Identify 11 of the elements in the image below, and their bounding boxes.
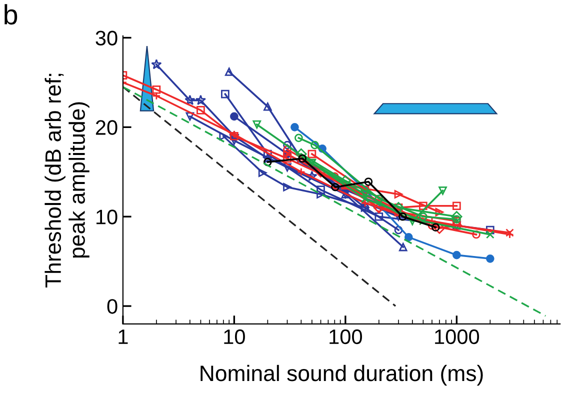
x-axis-title: Nominal sound duration (ms) [200,364,483,386]
y-tick-label: 30 [96,30,118,46]
x-tick-label: 10 [224,329,245,344]
x-tick-label: 100 [330,329,362,344]
y-tick-label: 0 [107,299,118,314]
x-tick-label: 1000 [435,329,480,344]
y-axis-title: Threshold (dB arb ref; peak amplitude) [44,74,90,288]
chart-title: b [4,4,18,25]
y-tick-label: 20 [96,120,118,135]
y-tick-label: 10 [96,210,118,224]
x-tick-label: 1 [118,330,128,344]
